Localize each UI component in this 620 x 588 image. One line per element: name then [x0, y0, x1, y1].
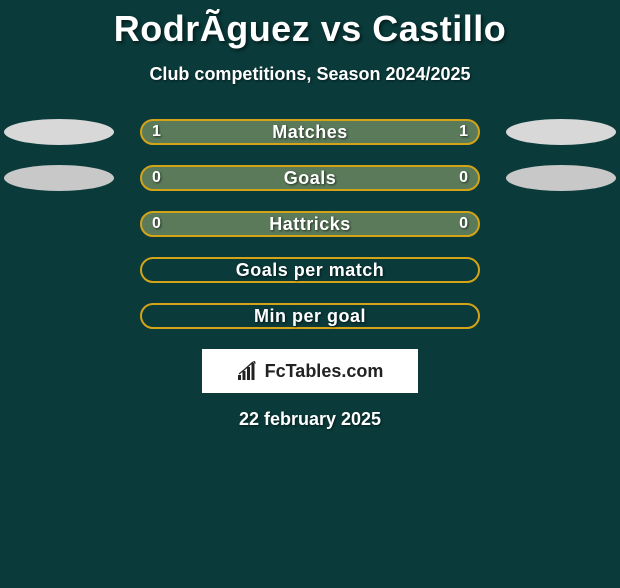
- stat-bar: 0 Hattricks 0: [140, 211, 480, 237]
- stat-value-left: 0: [152, 169, 161, 187]
- stat-bar: 0 Goals 0: [140, 165, 480, 191]
- date-text: 22 february 2025: [0, 409, 620, 430]
- stat-value-right: 0: [459, 215, 468, 233]
- stat-row-mpg: Min per goal: [0, 303, 620, 329]
- stat-bar: Goals per match: [140, 257, 480, 283]
- stat-label: Goals per match: [236, 260, 385, 281]
- chart-icon: [237, 361, 259, 381]
- logo-text: FcTables.com: [265, 361, 384, 382]
- stat-row-matches: 1 Matches 1: [0, 119, 620, 145]
- pill-left-icon: [4, 165, 114, 191]
- pill-right-icon: [506, 119, 616, 145]
- stat-value-left: 0: [152, 215, 161, 233]
- stat-bar: 1 Matches 1: [140, 119, 480, 145]
- pill-right-icon: [506, 165, 616, 191]
- stat-value-left: 1: [152, 123, 161, 141]
- stat-label: Matches: [272, 122, 348, 143]
- subtitle: Club competitions, Season 2024/2025: [0, 64, 620, 85]
- stat-row-hattricks: 0 Hattricks 0: [0, 211, 620, 237]
- stat-label: Min per goal: [254, 306, 366, 327]
- stat-label: Hattricks: [269, 214, 351, 235]
- stats-rows: 1 Matches 1 0 Goals 0 0 Hattricks 0 Goal…: [0, 119, 620, 329]
- stat-bar: Min per goal: [140, 303, 480, 329]
- logo-box: FcTables.com: [202, 349, 418, 393]
- stat-value-right: 1: [459, 123, 468, 141]
- stat-row-goals: 0 Goals 0: [0, 165, 620, 191]
- stat-value-right: 0: [459, 169, 468, 187]
- pill-left-icon: [4, 119, 114, 145]
- page-title: RodrÃ­guez vs Castillo: [0, 8, 620, 50]
- stat-label: Goals: [284, 168, 337, 189]
- stat-row-gpm: Goals per match: [0, 257, 620, 283]
